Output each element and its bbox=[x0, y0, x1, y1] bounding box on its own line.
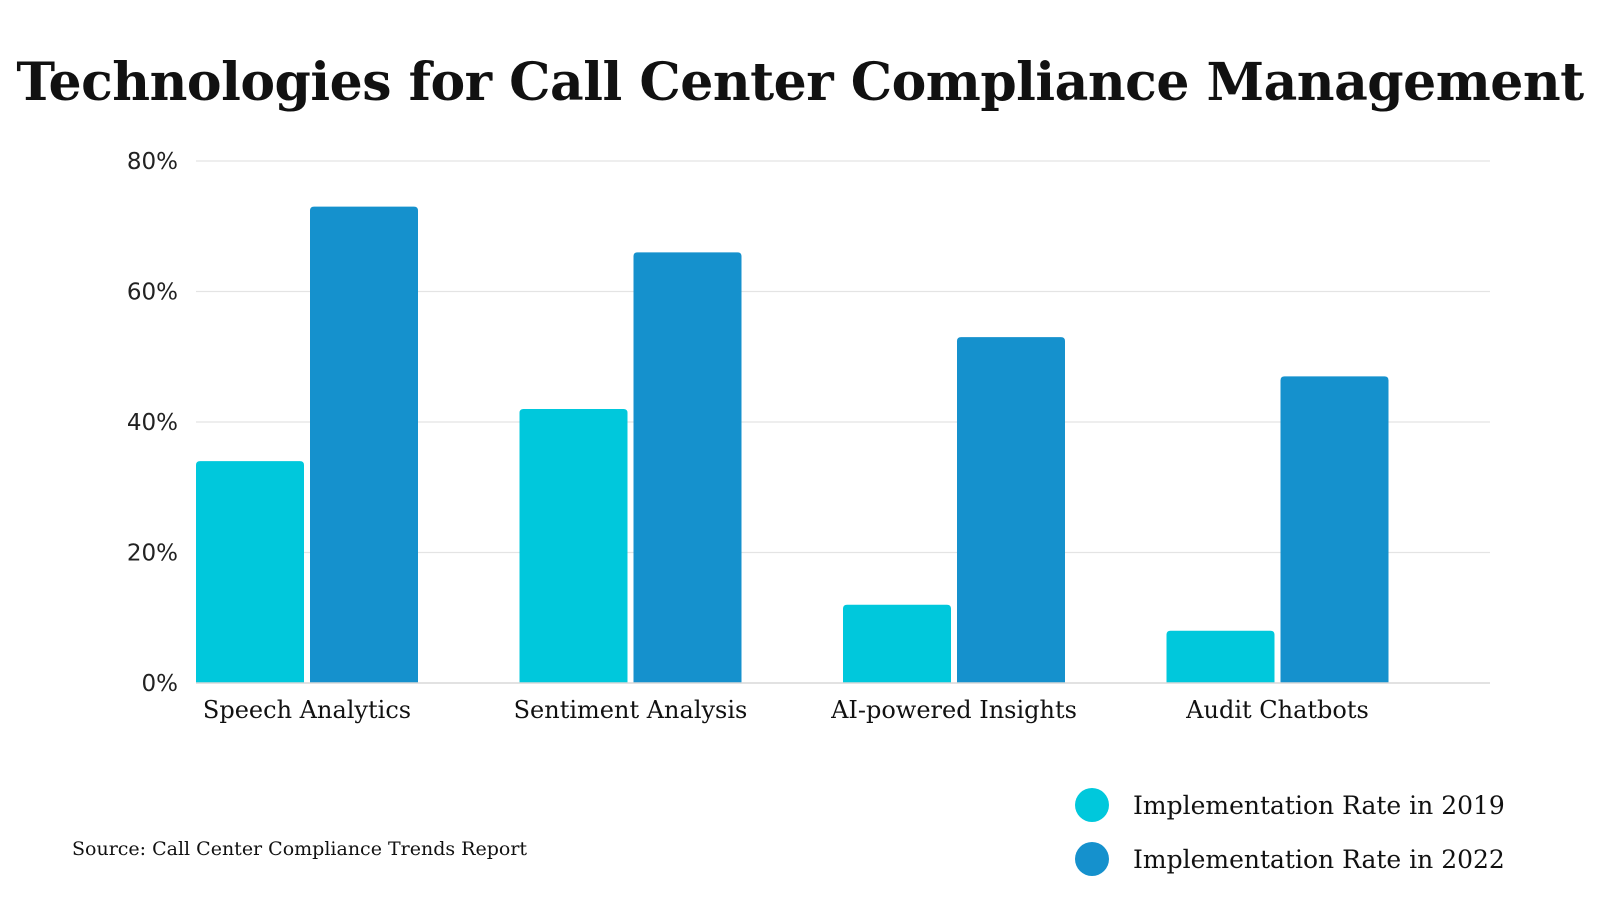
bar-2019 bbox=[519, 408, 628, 683]
y-axis-tick-labels: 0% 20% 40% 60% 80% bbox=[127, 149, 178, 697]
y-tick-label: 20% bbox=[127, 541, 178, 567]
bars bbox=[196, 206, 1389, 684]
y-tick-label: 60% bbox=[127, 280, 178, 306]
legend-item-2022: Implementation Rate in 2022 bbox=[1075, 832, 1505, 886]
legend: Implementation Rate in 2019 Implementati… bbox=[1075, 778, 1505, 886]
x-category-label: AI-powered Insights bbox=[830, 696, 1077, 724]
bar-2019 bbox=[196, 461, 304, 683]
bar-2022 bbox=[633, 252, 742, 683]
bar-2022 bbox=[310, 206, 418, 684]
chart-title: Technologies for Call Center Compliance … bbox=[16, 52, 1584, 113]
legend-swatch-2019 bbox=[1075, 788, 1109, 822]
bar-2022 bbox=[957, 337, 1065, 683]
bar-2019 bbox=[843, 604, 951, 683]
legend-label-2019: Implementation Rate in 2019 bbox=[1133, 790, 1505, 820]
y-tick-label: 0% bbox=[142, 671, 179, 697]
y-tick-label: 40% bbox=[127, 410, 178, 436]
x-axis-category-labels: Speech Analytics Sentiment Analysis AI-pow… bbox=[203, 696, 1369, 724]
bar-2022 bbox=[1280, 376, 1389, 683]
bar-2019 bbox=[1166, 630, 1275, 683]
legend-label-2022: Implementation Rate in 2022 bbox=[1133, 844, 1505, 874]
y-tick-label: 80% bbox=[127, 149, 178, 175]
legend-item-2019: Implementation Rate in 2019 bbox=[1075, 778, 1505, 832]
x-category-label: Speech Analytics bbox=[203, 696, 411, 724]
x-category-label: Audit Chatbots bbox=[1185, 696, 1369, 724]
source-note: Source: Call Center Compliance Trends Re… bbox=[72, 838, 528, 860]
x-category-label: Sentiment Analysis bbox=[514, 696, 748, 724]
legend-swatch-2022 bbox=[1075, 842, 1109, 876]
